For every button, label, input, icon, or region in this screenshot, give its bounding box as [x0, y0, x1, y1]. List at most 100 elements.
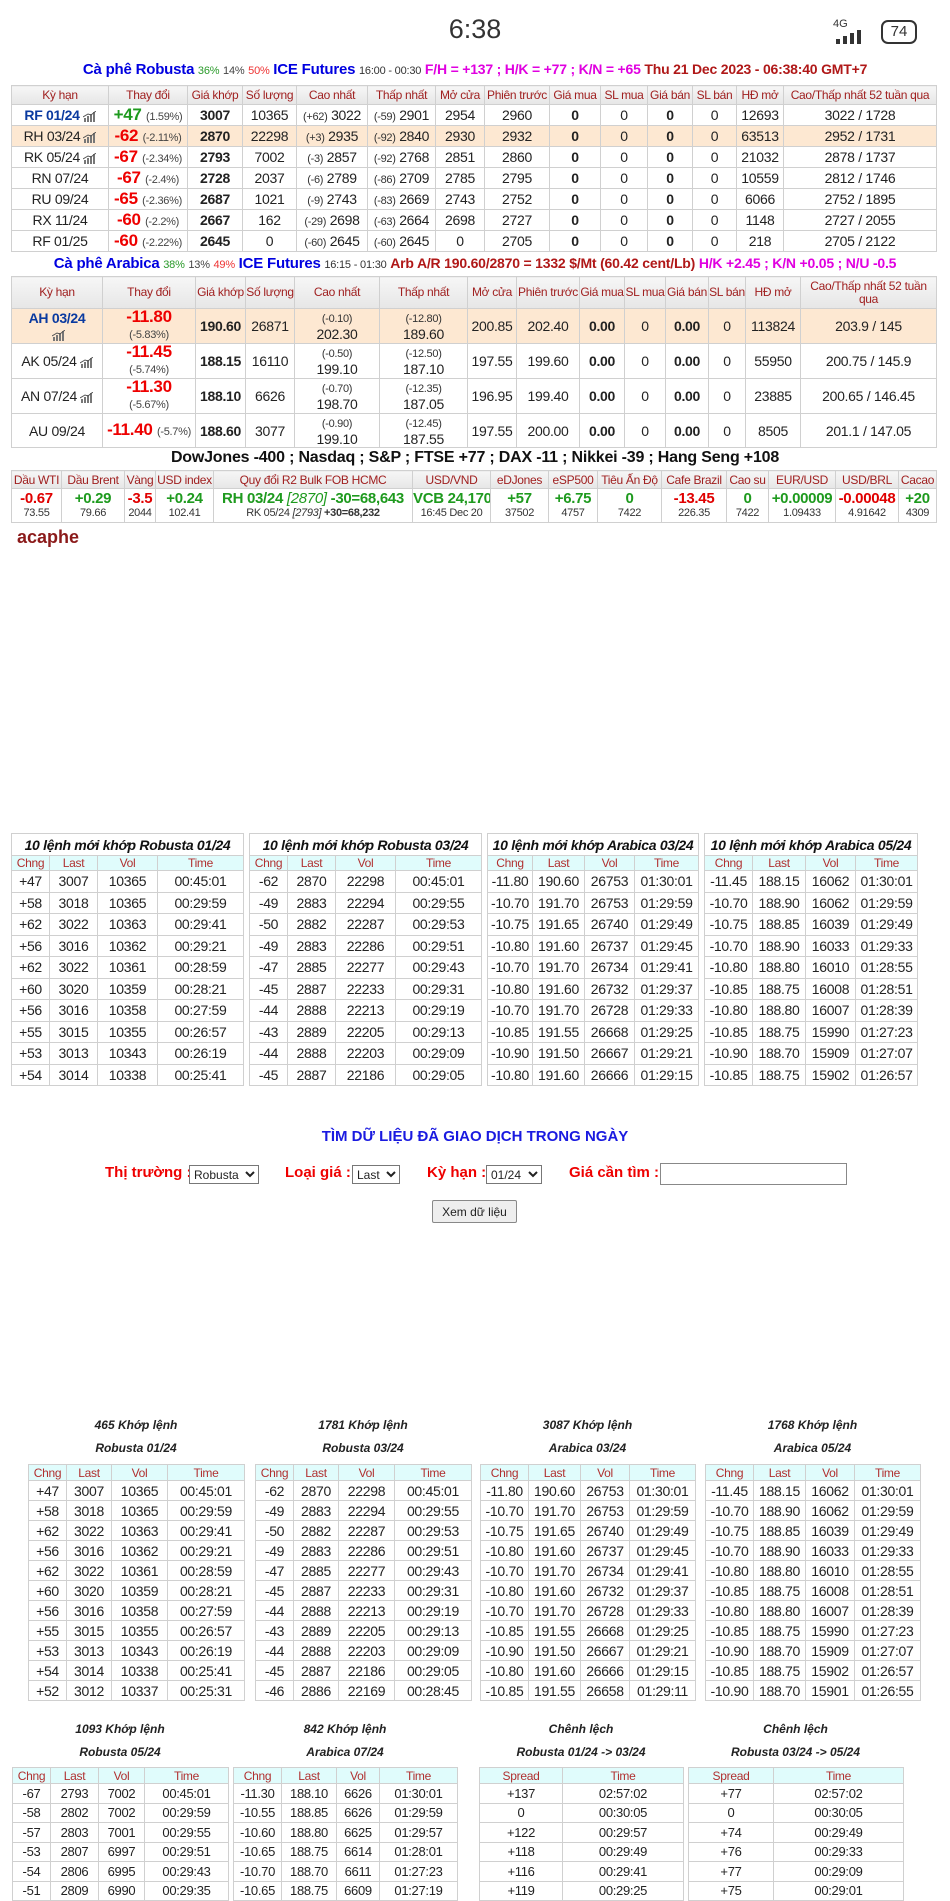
match-cell: 01:29:45: [629, 1540, 696, 1561]
column-header: Last: [49, 855, 98, 871]
change-percent: (-5.67%): [129, 399, 169, 411]
trade-cell: 3015: [49, 1020, 98, 1043]
prev-close: 2705: [484, 230, 550, 252]
index-cell[interactable]: +20 4309: [898, 488, 937, 523]
contract-row[interactable]: RU 09/24 -65 (-2.36%) 2687 1021 (-9) 2743 (-8…: [11, 188, 937, 210]
index-cell[interactable]: +57 37502: [490, 488, 549, 523]
column-header: Cao nhất: [294, 276, 380, 309]
index-cell[interactable]: +0.24 102.41: [155, 488, 214, 523]
contract-row[interactable]: RH 03/24 -62 (-2.11%) 2870 22298 (+3) 2935 (-…: [11, 125, 937, 147]
bid-price: 0: [549, 104, 601, 126]
match-row: -10.65 188.75 6609 01:27:19: [233, 1880, 458, 1901]
ask-volume: 0: [692, 146, 737, 168]
contract-row[interactable]: RF 01/24 +47 (1.59%) 3007 10365 (+62) 3022 (-…: [11, 104, 937, 126]
trade-cell: 191.60: [532, 934, 585, 957]
trade-cell: 2887: [287, 1063, 336, 1086]
trade-cell: 3022: [49, 913, 98, 936]
match-cell: -57: [12, 1822, 51, 1843]
contract-row[interactable]: AH 03/24 -11.80 (-5.83%) 190.60 26871 (-0.10)…: [11, 308, 937, 344]
index-cell[interactable]: +0.29 79.66: [61, 488, 125, 523]
chart-icon[interactable]: [79, 391, 93, 403]
contract-name[interactable]: AK 05/24: [21, 353, 77, 369]
chart-icon[interactable]: [82, 152, 96, 164]
contract-name[interactable]: AN 07/24: [21, 388, 77, 404]
match-cell: 22203: [338, 1640, 395, 1661]
match-cell: 00:29:59: [144, 1802, 229, 1823]
low-price: 2645: [399, 233, 430, 249]
index-change: +20: [905, 489, 930, 507]
column-header: Time: [395, 855, 482, 871]
column-header: Thấp nhất: [379, 276, 468, 309]
match-row: +119 00:29:25: [479, 1880, 684, 1901]
match-row: -51 2809 6990 00:29:35: [12, 1880, 229, 1901]
chart-icon[interactable]: [52, 329, 65, 341]
match-cell: 01:29:33: [854, 1540, 921, 1561]
contract-row[interactable]: RF 01/25 -60 (-2.22%) 2645 0 (-60) 2645 (-60)…: [11, 230, 937, 252]
volume: 162: [242, 209, 297, 231]
contract-name[interactable]: AU 09/24: [29, 422, 85, 439]
brand-logo[interactable]: acaphe: [17, 527, 80, 547]
contract-name[interactable]: AH 03/24: [28, 310, 86, 326]
view-data-button[interactable]: Xem dữ liệu: [432, 1200, 517, 1223]
chart-icon[interactable]: [82, 110, 96, 122]
match-cell: 00:29:05: [394, 1660, 472, 1681]
contract-name[interactable]: RH 03/24: [23, 128, 81, 144]
index-cell[interactable]: 0 7422: [597, 488, 662, 523]
match-cell: 191.55: [528, 1620, 581, 1641]
index-cell[interactable]: 0 7422: [726, 488, 769, 523]
match-row: -62 2870 22298 00:45:01: [255, 1480, 472, 1501]
match-cell: 188.80: [753, 1600, 806, 1621]
low-change: (-12.45): [405, 417, 442, 430]
index-cell[interactable]: -3.5 2044: [124, 488, 156, 523]
match-cell: 00:26:19: [167, 1640, 245, 1661]
conversion-sub-price: [2793]: [292, 506, 322, 519]
match-row: +62 3022 10363 00:29:41: [28, 1520, 245, 1541]
chart-icon[interactable]: [79, 356, 93, 368]
column-header: HĐ mở: [736, 85, 784, 105]
trade-cell: 00:29:55: [395, 891, 482, 914]
contract-name[interactable]: RN 07/24: [31, 170, 89, 186]
low-change: (-12.80): [405, 313, 442, 325]
contract-row[interactable]: RK 05/24 -67 (-2.34%) 2793 7002 (-3) 2857 (-9…: [11, 146, 937, 168]
match-cell: -10.85: [480, 1680, 529, 1701]
index-cell[interactable]: +6.75 4757: [548, 488, 598, 523]
match-cell: 01:29:25: [629, 1620, 696, 1641]
open-price: 0: [435, 230, 485, 252]
contract-name[interactable]: RX 11/24: [32, 212, 88, 228]
contract-row[interactable]: AU 09/24 -11.40 (-5.7%) 188.60 3077 (-0.90) 1…: [11, 413, 937, 448]
ask-volume: 0: [708, 308, 746, 344]
match-cell: 01:29:59: [854, 1500, 921, 1521]
contract-row[interactable]: AN 07/24 -11.30 (-5.67%) 188.10 6626 (-0.70) 1…: [11, 378, 937, 414]
index-cell[interactable]: RH 03/24 [2870] -30=68,643 RK 05/24 [2793…: [213, 488, 413, 523]
contract-row[interactable]: RN 07/24 -67 (-2.4%) 2728 2037 (-6) 2789 (-86…: [11, 167, 937, 189]
prev-close: 2860: [484, 146, 550, 168]
high-price: 199.10: [316, 430, 358, 447]
contract-row[interactable]: AK 05/24 -11.45 (-5.74%) 188.15 16110 (-0.50)…: [11, 343, 937, 379]
index-cell[interactable]: +0.00009 1.09433: [768, 488, 836, 523]
contract-name[interactable]: RF 01/24: [24, 107, 80, 123]
index-cell[interactable]: -13.45 226.35: [661, 488, 727, 523]
index-cell[interactable]: VCB 24,170 16:45 Dec 20: [412, 488, 491, 523]
contract-row[interactable]: RX 11/24 -60 (-2.2%) 2667 162 (-29) 2698 (-63…: [11, 209, 937, 231]
match-cell: -49: [255, 1500, 294, 1521]
price-input[interactable]: [660, 1163, 847, 1185]
match-cell: 00:29:31: [394, 1580, 472, 1601]
match-cell: 00:29:43: [394, 1560, 472, 1581]
trade-cell: 00:29:31: [395, 977, 482, 1000]
price-type-select[interactable]: Last: [352, 1165, 400, 1184]
match-cell: 00:29:35: [144, 1880, 229, 1901]
term-select[interactable]: 01/24: [486, 1165, 542, 1184]
index-cell[interactable]: -0.67 73.55: [11, 488, 62, 523]
chart-icon[interactable]: [83, 131, 97, 143]
index-cell[interactable]: -0.00048 4.91642: [835, 488, 899, 523]
trade-cell: -10.80: [487, 934, 533, 957]
high-price: 2698: [329, 212, 360, 228]
trade-cell: -10.70: [704, 934, 754, 957]
contract-name[interactable]: RF 01/25: [32, 233, 88, 249]
trade-cell: 3016: [49, 934, 98, 957]
contract-name[interactable]: RK 05/24: [24, 149, 80, 165]
high-change: (-0.10): [321, 313, 353, 325]
column-header: Vol: [336, 1767, 380, 1784]
contract-name[interactable]: RU 09/24: [31, 191, 89, 207]
market-select[interactable]: Robusta: [189, 1165, 259, 1184]
